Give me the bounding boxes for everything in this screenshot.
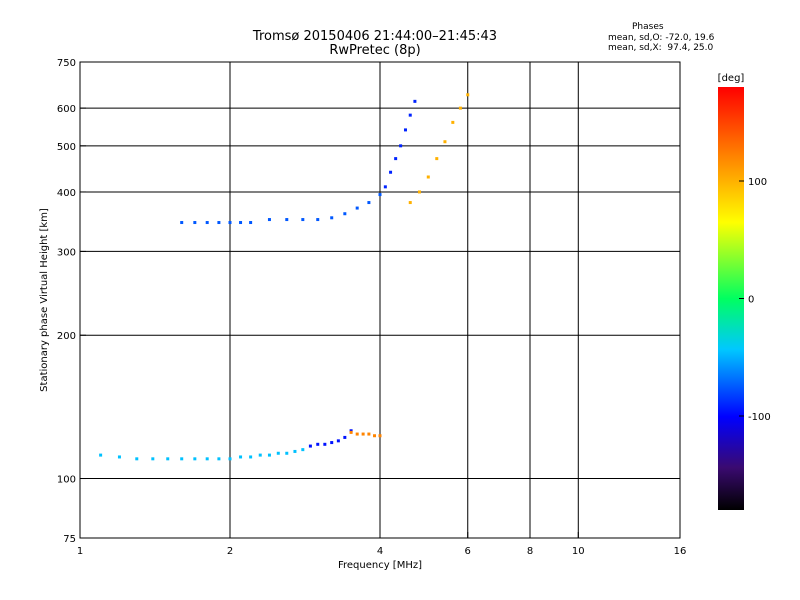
x-tick-label: 16 <box>674 546 687 557</box>
data-point <box>458 106 462 110</box>
data-point <box>276 451 280 455</box>
x-tick-label: 4 <box>377 546 383 557</box>
data-point <box>426 175 430 179</box>
data-point <box>205 221 209 225</box>
chart-title-line2: RwPretec (8p) <box>329 43 421 58</box>
data-point <box>135 457 139 461</box>
data-point <box>258 453 262 457</box>
y-tick-label: 75 <box>63 534 76 545</box>
data-point <box>316 442 320 446</box>
data-point <box>301 448 305 452</box>
data-point <box>267 218 271 222</box>
colorbar-tick-label: -100 <box>748 412 771 423</box>
data-point <box>373 434 377 438</box>
data-point <box>367 201 371 205</box>
y-tick-label: 500 <box>57 142 76 153</box>
data-point <box>361 432 365 436</box>
data-point <box>355 432 359 436</box>
x-tick-label: 8 <box>527 546 533 557</box>
data-point <box>408 201 412 205</box>
data-point <box>389 170 393 174</box>
y-tick-label: 200 <box>57 331 76 342</box>
data-point <box>394 157 398 161</box>
data-point <box>399 144 403 148</box>
data-point <box>180 221 184 225</box>
axis-ticks: 1 2 4 6 8 10 16 75 100 200 300 400 500 600 750 <box>57 58 686 557</box>
data-point <box>355 206 359 210</box>
data-point <box>217 221 221 225</box>
data-point <box>323 442 327 446</box>
data-point <box>151 457 155 461</box>
x-tick-label: 6 <box>465 546 471 557</box>
scatter-points <box>99 93 470 461</box>
data-point <box>249 455 253 459</box>
data-point <box>378 193 382 197</box>
data-point <box>99 453 103 457</box>
data-point <box>383 185 387 189</box>
data-point <box>466 93 470 97</box>
x-axis-label: Frequency [MHz] <box>338 560 422 571</box>
y-tick-label: 100 <box>57 475 76 486</box>
grid <box>80 62 680 538</box>
data-point <box>367 432 371 436</box>
data-point <box>217 457 221 461</box>
y-tick-label: 400 <box>57 188 76 199</box>
x-tick-label: 2 <box>227 546 233 557</box>
data-point <box>293 449 297 453</box>
colorbar-label: [deg] <box>718 73 745 84</box>
data-point <box>228 221 232 225</box>
phase-stats-label: Phases <box>632 22 664 32</box>
y-tick-label: 750 <box>57 58 76 69</box>
data-point <box>443 140 447 144</box>
data-point <box>193 457 197 461</box>
x-tick-label: 10 <box>572 546 585 557</box>
phase-stats-o-mode: mean, sd,O: -72.0, 19.6 <box>608 33 715 43</box>
data-point <box>166 457 170 461</box>
data-point <box>193 221 197 225</box>
colorbar-tick-label: 0 <box>748 295 754 306</box>
colorbar-tick-label: 100 <box>748 177 767 188</box>
data-point <box>117 455 121 459</box>
data-point <box>349 429 353 433</box>
data-point <box>451 120 455 124</box>
y-axis-label: Stationary phase Virtual Height [km] <box>39 208 50 392</box>
data-point <box>408 113 412 117</box>
data-point <box>403 128 407 132</box>
data-point <box>239 221 243 225</box>
data-point <box>435 157 439 161</box>
data-point <box>417 190 421 194</box>
data-point <box>228 457 232 461</box>
data-point <box>413 99 417 103</box>
x-tick-label: 1 <box>77 546 83 557</box>
phase-stats-x-mode: mean, sd,X: 97.4, 25.0 <box>608 43 714 53</box>
y-tick-label: 600 <box>57 104 76 115</box>
data-point <box>336 439 340 443</box>
chart-title-line1: Tromsø 20150406 21:44:00–21:45:43 <box>252 29 498 44</box>
data-point <box>285 218 289 222</box>
data-point <box>301 218 305 222</box>
data-point <box>378 434 382 438</box>
data-point <box>249 221 253 225</box>
data-point <box>343 212 347 216</box>
data-point <box>330 216 334 220</box>
data-point <box>267 453 271 457</box>
data-point <box>349 430 353 434</box>
data-point <box>205 457 209 461</box>
data-point <box>316 218 320 222</box>
data-point <box>285 451 289 455</box>
data-point <box>180 457 184 461</box>
data-point <box>308 444 312 448</box>
y-tick-label: 300 <box>57 247 76 258</box>
data-point <box>330 441 334 445</box>
data-point <box>343 435 347 439</box>
colorbar-ticks: 100 0 -100 <box>739 177 771 423</box>
data-point <box>239 455 243 459</box>
